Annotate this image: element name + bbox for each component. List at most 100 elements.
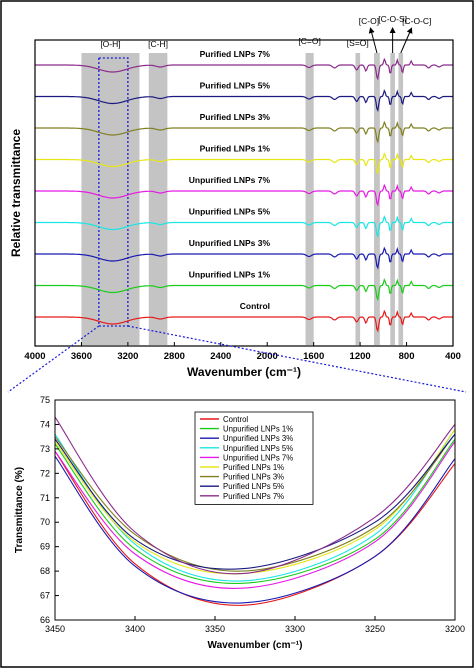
legend-label-unpurified-lnps-5: Unpurified LNPs 5% <box>223 444 293 453</box>
band-arrow <box>400 27 413 54</box>
legend-box <box>194 411 314 505</box>
band-label-c-o: [C=O] <box>298 36 320 46</box>
series-label-purified-lnps-5: Purified LNPs 5% <box>200 81 271 91</box>
top-x-ticks: 4000 3600 3200 2800 2400 2000 1600 1200 800 400 <box>24 342 461 362</box>
bottom-plot-frame <box>54 399 456 621</box>
zoom-curve-unpurified-lnps-3 <box>54 455 456 604</box>
top-x-tick-label: 3200 <box>117 351 138 362</box>
bottom-y-axis-label: Transmittance (%) <box>14 467 25 553</box>
bottom-x-tick-label: 3300 <box>285 624 305 634</box>
bottom-y-tick-label: 72 <box>40 468 50 478</box>
zoom-curve-unpurified-lnps-7 <box>54 441 456 589</box>
band-label-c-o-c: [C-O-C] <box>402 16 431 26</box>
zoom-box <box>98 57 129 327</box>
spectrum-unpurified-lnps-3 <box>35 246 453 270</box>
bottom-x-tick-label: 3250 <box>365 624 385 634</box>
band-arrow <box>368 27 378 54</box>
series-label-purified-lnps-1: Purified LNPs 1% <box>200 144 271 154</box>
highlight-bands <box>81 53 404 345</box>
zoom-curve-unpurified-lnps-1 <box>54 438 456 584</box>
band-labels: [O-H] [C-H] [C=O] [S=O] [C-O] [C-O-S][C-O-C] <box>100 14 431 49</box>
band-s-o <box>355 53 361 345</box>
band-label-c-h: [C-H] <box>148 39 168 49</box>
band-c-o-c <box>398 53 404 345</box>
top-x-tick-label: 1600 <box>303 351 324 362</box>
spectrum-control <box>35 309 453 333</box>
series-label-unpurified-lnps-1: Unpurified LNPs 1% <box>189 270 271 280</box>
zoom-curve-control <box>54 450 456 606</box>
series-label-purified-lnps-3: Purified LNPs 3% <box>200 112 271 122</box>
band-c-o <box>374 53 380 345</box>
spectrum-purified-lnps-5 <box>35 89 453 113</box>
top-x-tick-label: 400 <box>445 351 461 362</box>
series-label-unpurified-lnps-5: Unpurified LNPs 5% <box>189 207 271 217</box>
band-c-h <box>148 53 168 345</box>
legend-label-unpurified-lnps-3: Unpurified LNPs 3% <box>223 434 293 443</box>
bottom-x-tick-label: 3400 <box>125 624 145 634</box>
bottom-y-tick-label: 69 <box>40 542 50 552</box>
ftir-spectra-panel: [O-H] [C-H] [C=O] [S=O][C-O] [C-O-S][C-O-C] … <box>9 14 461 379</box>
bottom-y-tick-label: 74 <box>40 419 50 429</box>
spectrum-unpurified-lnps-1 <box>35 278 453 302</box>
bottom-y-tick-label: 70 <box>40 517 50 527</box>
bottom-x-axis-label: Wavenumber (cm⁻¹) <box>208 640 303 651</box>
spectrum-purified-lnps-1 <box>35 152 453 176</box>
bottom-y-tick-label: 67 <box>40 591 50 601</box>
spectrum-unpurified-lnps-5 <box>35 215 453 239</box>
band-label-c-o-s: [C-O-S] <box>378 14 407 24</box>
band-label-o-h: [O-H] <box>100 39 120 49</box>
legend-label-purified-lnps-5: Purified LNPs 5% <box>223 482 284 491</box>
top-x-tick-label: 2400 <box>210 351 231 362</box>
series-labels: Purified LNPs 7% Purified LNPs 5% Purified… <box>189 49 271 311</box>
connector-right <box>127 325 467 393</box>
bottom-y-tick-label: 68 <box>40 566 50 576</box>
series-label-purified-lnps-7: Purified LNPs 7% <box>200 49 271 59</box>
legend-label-unpurified-lnps-7: Unpurified LNPs 7% <box>223 453 293 462</box>
spectrum-purified-lnps-3 <box>35 120 453 144</box>
bottom-x-tick-label: 3200 <box>445 624 465 634</box>
legend-label-purified-lnps-1: Purified LNPs 1% <box>223 463 284 472</box>
top-x-tick-label: 1200 <box>350 351 371 362</box>
band-arrows <box>368 27 413 54</box>
top-x-tick-label: 4000 <box>24 351 45 362</box>
series-label-unpurified-lnps-3: Unpurified LNPs 3% <box>189 238 271 248</box>
bottom-y-ticks: 66 67 68 69 70 71 72 73 74 75 <box>40 395 59 625</box>
top-x-tick-label: 2000 <box>257 351 278 362</box>
series-label-unpurified-lnps-7: Unpurified LNPs 7% <box>189 175 271 185</box>
top-x-tick-label: 3600 <box>71 351 92 362</box>
legend-label-purified-lnps-7: Purified LNPs 7% <box>223 492 284 501</box>
spectrum-purified-lnps-7 <box>35 57 453 81</box>
spectra-series <box>35 57 453 333</box>
bottom-x-ticks: 3450 3400 3350 3300 3250 3200 <box>45 616 465 634</box>
bottom-y-tick-label: 71 <box>40 493 50 503</box>
spectrum-unpurified-lnps-7 <box>35 183 453 207</box>
bottom-y-tick-label: 75 <box>40 395 50 405</box>
band-c-o-s <box>390 53 395 345</box>
bottom-y-tick-label: 66 <box>40 615 50 625</box>
top-x-axis-label: Wavenumber (cm⁻¹) <box>187 365 301 379</box>
top-x-tick-label: 800 <box>399 351 415 362</box>
band-label-s-o: [S=O] <box>347 38 369 48</box>
band-o-h <box>81 53 140 345</box>
zoomed-series <box>54 416 456 606</box>
bottom-x-tick-label: 3350 <box>205 624 225 634</box>
zoom-curve-purified-lnps-7 <box>54 416 456 575</box>
zoom-connector-lines <box>7 325 467 393</box>
bottom-x-tick-label: 3450 <box>45 624 65 634</box>
legend-label-purified-lnps-3: Purified LNPs 3% <box>223 473 284 482</box>
series-label-control: Control <box>240 301 270 311</box>
connector-left <box>7 325 100 393</box>
zoomed-oh-region-panel: 3450 3400 3350 3300 3250 3200 66 67 68 69 70 71 72 7… <box>14 395 465 651</box>
zoom-curve-purified-lnps-3 <box>54 433 456 572</box>
legend-label-control: Control <box>223 415 248 424</box>
zoom-curve-purified-lnps-5 <box>54 433 456 570</box>
top-x-tick-label: 2800 <box>164 351 185 362</box>
band-c-o <box>305 53 314 345</box>
top-plot-frame <box>34 39 454 347</box>
band-label-c-o: [C-O] <box>359 16 379 26</box>
legend-label-unpurified-lnps-1: Unpurified LNPs 1% <box>223 425 293 434</box>
top-y-axis-label: Relative transmittance <box>9 129 23 257</box>
bottom-y-tick-label: 73 <box>40 444 50 454</box>
